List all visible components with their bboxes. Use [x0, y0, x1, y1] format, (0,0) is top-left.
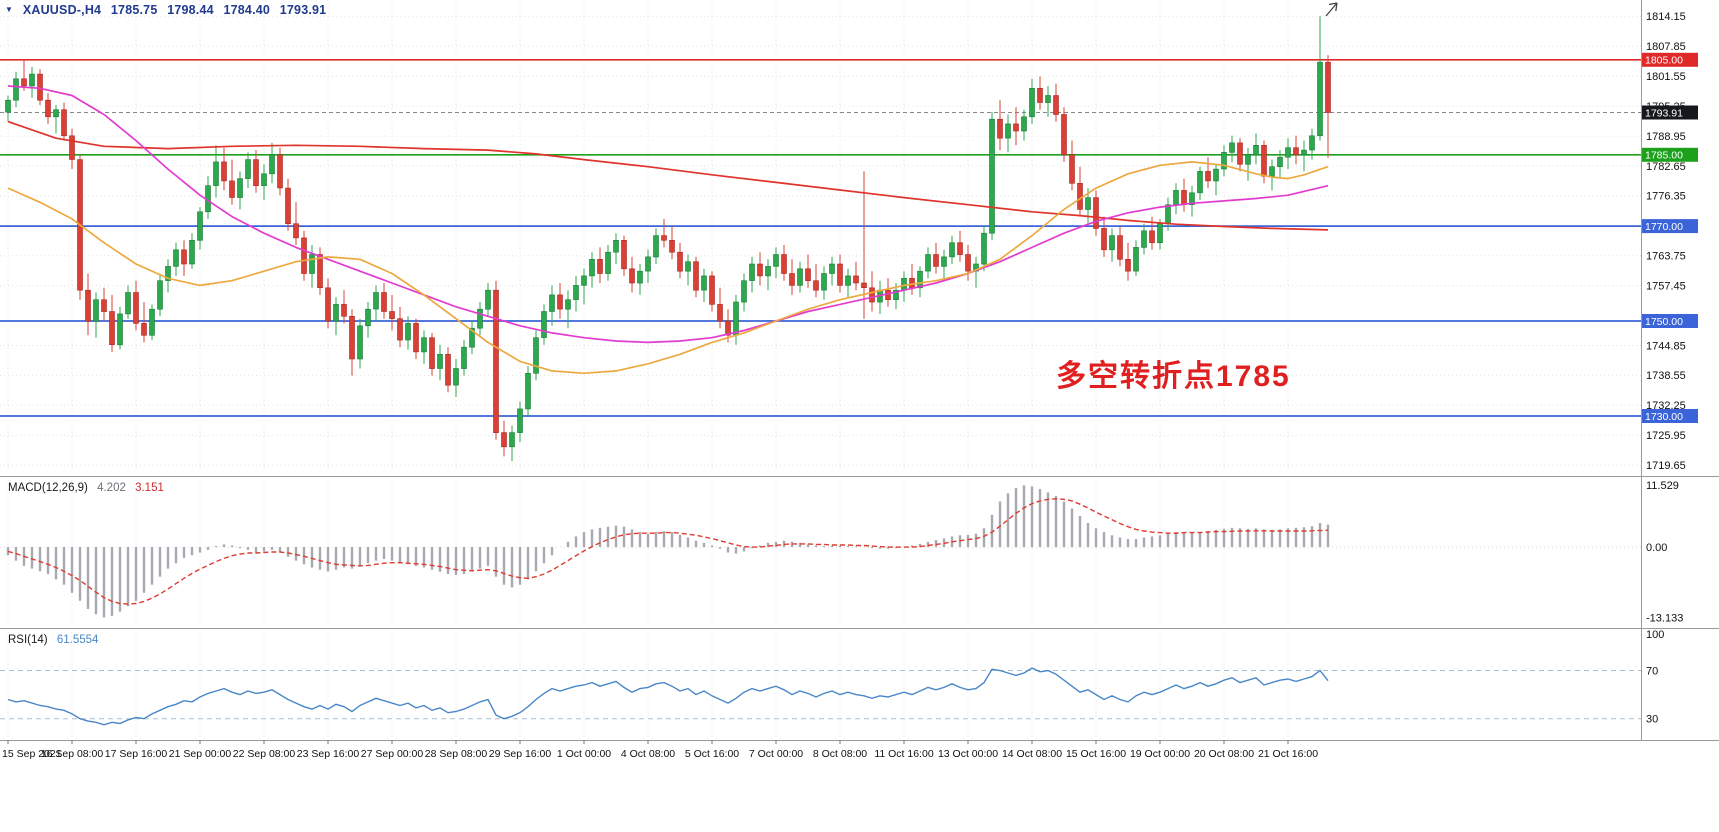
svg-text:1776.35: 1776.35 [1646, 191, 1686, 203]
svg-text:70: 70 [1646, 665, 1658, 677]
price-badge-1730.00 [1642, 409, 1698, 423]
svg-text:1814.15: 1814.15 [1646, 11, 1686, 23]
rsi-name-label: RSI(14) [8, 634, 48, 646]
svg-text:1 Oct 00:00: 1 Oct 00:00 [557, 748, 611, 760]
svg-text:1757.45: 1757.45 [1646, 281, 1686, 293]
svg-text:1744.85: 1744.85 [1646, 340, 1686, 352]
panel-separators [0, 0, 1719, 741]
svg-text:1807.85: 1807.85 [1646, 41, 1686, 53]
symbol-marker-icon: ▼ [5, 5, 14, 14]
rsi-line [7, 667, 1329, 726]
moving-averages [7, 85, 1329, 375]
svg-text:1801.55: 1801.55 [1646, 71, 1686, 83]
svg-text:30: 30 [1646, 714, 1658, 726]
svg-text:0.00: 0.00 [1646, 542, 1667, 554]
macd-panel: 11.529 0.00 -13.133 [0, 480, 1683, 625]
svg-text:-13.133: -13.133 [1646, 613, 1683, 625]
svg-text:8 Oct 08:00: 8 Oct 08:00 [813, 748, 867, 760]
ma-magenta-mid [7, 85, 1329, 344]
svg-text:1785.00: 1785.00 [1645, 150, 1683, 162]
svg-text:27 Sep 00:00: 27 Sep 00:00 [361, 748, 424, 760]
macd-main-value: 4.202 [97, 482, 126, 494]
quote-open-value: 1785.75 [110, 3, 158, 17]
mouse-cursor-icon [1325, 2, 1338, 17]
svg-text:4 Oct 08:00: 4 Oct 08:00 [621, 748, 675, 760]
svg-text:21 Sep 00:00: 21 Sep 00:00 [169, 748, 232, 760]
svg-text:1782.65: 1782.65 [1646, 161, 1686, 173]
svg-text:19 Oct 00:00: 19 Oct 00:00 [1130, 748, 1190, 760]
rsi-indicator-label: RSI(14) 61.5554 [8, 634, 104, 646]
svg-text:1788.95: 1788.95 [1646, 131, 1686, 143]
svg-text:20 Oct 08:00: 20 Oct 08:00 [1194, 748, 1254, 760]
svg-text:1805.00: 1805.00 [1645, 55, 1683, 67]
symbol-period-label: XAUUSD-,H4 [22, 3, 102, 17]
svg-text:1793.91: 1793.91 [1645, 107, 1683, 119]
svg-text:100: 100 [1646, 629, 1664, 641]
price-axis: 1814.151807.851801.551795.251788.951782.… [1642, 11, 1698, 472]
price-badge-1793.91 [1642, 105, 1698, 120]
price-badge-1750.00 [1642, 314, 1698, 328]
quote-high-value: 1798.44 [167, 3, 214, 17]
svg-text:15 Oct 16:00: 15 Oct 16:00 [1066, 748, 1126, 760]
svg-text:21 Oct 16:00: 21 Oct 16:00 [1258, 748, 1318, 760]
price-badge-1770.00 [1642, 219, 1698, 234]
macd-indicator-label: MACD(12,26,9) 4.202 3.151 [8, 482, 170, 494]
macd-signal-value: 3.151 [135, 482, 164, 494]
svg-text:16 Sep 08:00: 16 Sep 08:00 [41, 748, 104, 760]
svg-text:15 Sep 2021: 15 Sep 2021 [2, 748, 62, 760]
quote-low-value: 1784.40 [223, 3, 271, 17]
svg-text:17 Sep 16:00: 17 Sep 16:00 [105, 748, 168, 760]
chart-title: ▼ XAUUSD-,H4 1785.75 1798.44 1784.40 179… [5, 3, 332, 17]
rsi-value: 61.5554 [56, 634, 99, 646]
svg-text:28 Sep 08:00: 28 Sep 08:00 [425, 748, 488, 760]
svg-text:11.529: 11.529 [1646, 480, 1679, 492]
svg-text:1763.75: 1763.75 [1646, 251, 1686, 263]
horizontal-level-lines[interactable] [0, 58, 1641, 417]
svg-text:1725.95: 1725.95 [1646, 430, 1686, 442]
svg-text:22 Sep 08:00: 22 Sep 08:00 [233, 748, 296, 760]
svg-text:1738.55: 1738.55 [1646, 370, 1686, 382]
svg-text:23 Sep 16:00: 23 Sep 16:00 [297, 748, 360, 760]
svg-text:29 Sep 16:00: 29 Sep 16:00 [489, 748, 552, 760]
rsi-panel: 100 70 30 [0, 629, 1664, 726]
svg-text:1730.00: 1730.00 [1645, 411, 1683, 423]
svg-text:1750.00: 1750.00 [1645, 316, 1683, 328]
quote-close-value: 1793.91 [279, 3, 327, 17]
svg-text:13 Oct 00:00: 13 Oct 00:00 [938, 748, 998, 760]
macd-signal-line [7, 498, 1329, 605]
price-badge-1805.00 [1642, 52, 1698, 67]
ma-orange-fast [7, 161, 1329, 375]
candlestick-series [5, 16, 1331, 462]
svg-text:1719.65: 1719.65 [1646, 460, 1686, 472]
macd-name-label: MACD(12,26,9) [8, 482, 88, 494]
svg-text:14 Oct 08:00: 14 Oct 08:00 [1002, 748, 1062, 760]
svg-text:11 Oct 16:00: 11 Oct 16:00 [874, 748, 934, 760]
svg-text:7 Oct 00:00: 7 Oct 00:00 [749, 748, 803, 760]
ma-red-slow [7, 120, 1329, 231]
svg-text:1770.00: 1770.00 [1645, 221, 1683, 233]
chart-text-annotation[interactable]: 多空转折点1785 [1056, 360, 1291, 393]
grid-lines [0, 0, 1641, 740]
price-badge-1785.00 [1642, 147, 1698, 162]
svg-text:5 Oct 16:00: 5 Oct 16:00 [685, 748, 739, 760]
